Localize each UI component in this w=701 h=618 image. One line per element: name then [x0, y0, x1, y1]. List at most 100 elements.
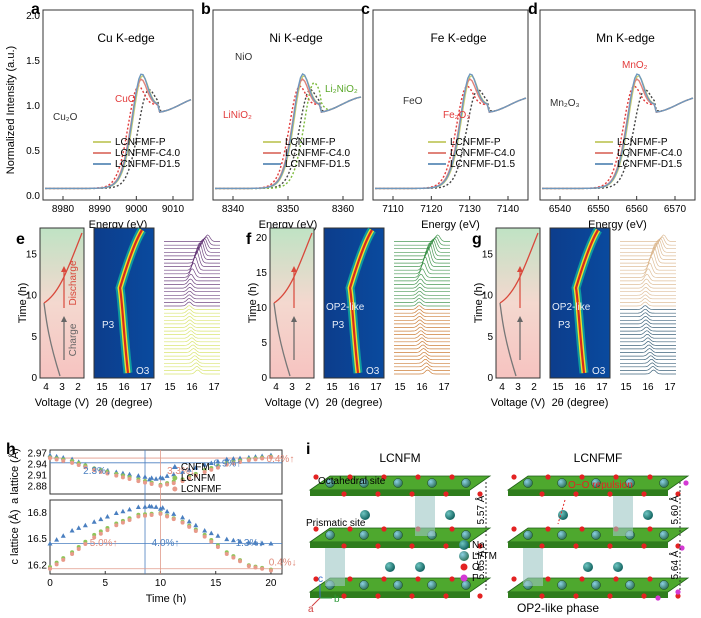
a-lattice-point — [165, 482, 170, 487]
c-lattice-point — [76, 547, 81, 552]
tm-atom — [325, 530, 335, 540]
voltage-xlabel: Voltage (V) — [265, 397, 319, 409]
waterfall-pattern-line — [394, 287, 450, 293]
oxygen-atom — [443, 491, 449, 497]
oxygen-atom — [375, 543, 381, 549]
oxygen-atom — [313, 576, 319, 582]
structure-title: LCNFM — [379, 451, 420, 465]
a-annotation: 0.4%↑ — [267, 454, 295, 465]
voltage-tick: 4 — [43, 382, 49, 393]
waterfall-pattern-line — [394, 238, 450, 253]
oxygen-atom — [511, 526, 517, 532]
oxygen-atom — [647, 526, 653, 532]
waterfall-pattern-line — [394, 237, 450, 250]
oxygen-atom — [415, 576, 421, 582]
c-lattice-point — [259, 540, 265, 546]
c-lattice-point — [186, 518, 192, 524]
c-lattice-point — [187, 524, 192, 529]
theta-tick: 16 — [348, 382, 360, 393]
waterfall-pattern-line — [164, 240, 220, 257]
oxygen-atom — [477, 543, 483, 549]
xanes-series-line — [215, 78, 362, 190]
xanes-frame — [372, 9, 529, 201]
tm-atom — [659, 478, 669, 488]
waterfall-pattern-line — [620, 359, 676, 364]
waterfall-pattern-line — [394, 301, 450, 307]
c-lattice-point — [104, 514, 110, 519]
waterfall-pattern-line — [620, 243, 676, 260]
c-lattice-point — [153, 504, 159, 509]
waterfall-pattern-line — [164, 290, 220, 296]
tm-slab-mid-edge — [310, 542, 470, 548]
c-lattice-point — [246, 564, 251, 569]
tm-atom — [393, 530, 403, 540]
xtick-label: 8340 — [222, 204, 245, 215]
oxygen-atom — [573, 593, 579, 599]
oxygen-atom — [443, 543, 449, 549]
c-lattice-point — [268, 541, 274, 546]
legend-label: LCNFMF-C4.0 — [115, 148, 180, 159]
c-lattice-point — [268, 568, 273, 573]
c-lattice-ylabel: c lattice (Å) — [8, 509, 21, 564]
a-lattice-point — [171, 481, 176, 486]
oxygen-atom — [675, 593, 681, 599]
c-ytick: 16.2 — [28, 560, 48, 571]
waterfall-pattern-line — [620, 344, 676, 350]
tm-slab-top-edge — [310, 490, 470, 496]
c-lattice-point — [120, 520, 125, 525]
waterfall-pattern-line — [394, 246, 450, 264]
tm-atom — [393, 580, 403, 590]
voltage-xlabel: Voltage (V) — [491, 397, 545, 409]
time-tick: 10 — [256, 303, 268, 314]
oxygen-atom — [409, 491, 415, 497]
a-lattice-point — [260, 456, 265, 461]
oxygen-atom — [449, 576, 455, 582]
waterfall-tick: 15 — [164, 382, 176, 393]
theta-xlabel: 2θ (degree) — [552, 397, 609, 409]
structure-panel: i LCNFM LCNFMF Octahedral site Prismatic sit… — [306, 441, 690, 615]
waterfall-pattern-line — [620, 234, 676, 242]
time-tick: 10 — [26, 291, 38, 302]
c-lattice-point — [143, 513, 148, 518]
waterfall-pattern-line — [620, 294, 676, 300]
c-lattice-point — [246, 540, 252, 545]
a-lattice-point — [83, 465, 88, 470]
waterfall-pattern-line — [394, 334, 450, 339]
reference-label: Fe₂O₃ — [443, 110, 470, 121]
waterfall-pattern-line — [164, 334, 220, 339]
discharge-arrowhead — [61, 266, 67, 272]
waterfall-pattern-line — [620, 362, 676, 368]
tm-atom — [591, 530, 601, 540]
waterfall-pattern-line — [394, 243, 450, 260]
a-lattice-point — [238, 460, 243, 465]
oxygen-atom — [579, 474, 585, 480]
phase-label: P3 — [558, 320, 571, 331]
waterfall-pattern-line — [394, 316, 450, 321]
panel-letter: e — [16, 231, 25, 248]
a-lattice-point — [209, 467, 214, 472]
waterfall-pattern-line — [394, 294, 450, 300]
oxygen-atom — [341, 593, 347, 599]
fluorine-atom — [655, 595, 661, 601]
panel-letter: f — [246, 231, 252, 248]
waterfall-pattern-line — [164, 278, 220, 285]
waterfall-pattern-line — [394, 355, 450, 361]
c-lattice-frame — [49, 499, 283, 575]
waterfall-pattern-line — [164, 234, 220, 242]
oxygen-atom — [675, 543, 681, 549]
oxygen-atom — [641, 543, 647, 549]
waterfall-pattern-line — [620, 348, 676, 353]
oxygen-atom — [573, 543, 579, 549]
waterfall-pattern-line — [394, 268, 450, 278]
charge-curve — [499, 302, 517, 377]
a-lattice-point — [186, 467, 192, 472]
legend-label: LCNFMF-P — [617, 137, 668, 148]
waterfall-pattern-line — [164, 351, 220, 357]
tm-atom — [523, 478, 533, 488]
c-lattice-point — [202, 527, 208, 533]
a-lattice-point — [246, 458, 251, 463]
tm-atom — [325, 478, 335, 488]
waterfall-pattern-line — [164, 316, 220, 321]
panel-letter: b — [201, 1, 211, 18]
